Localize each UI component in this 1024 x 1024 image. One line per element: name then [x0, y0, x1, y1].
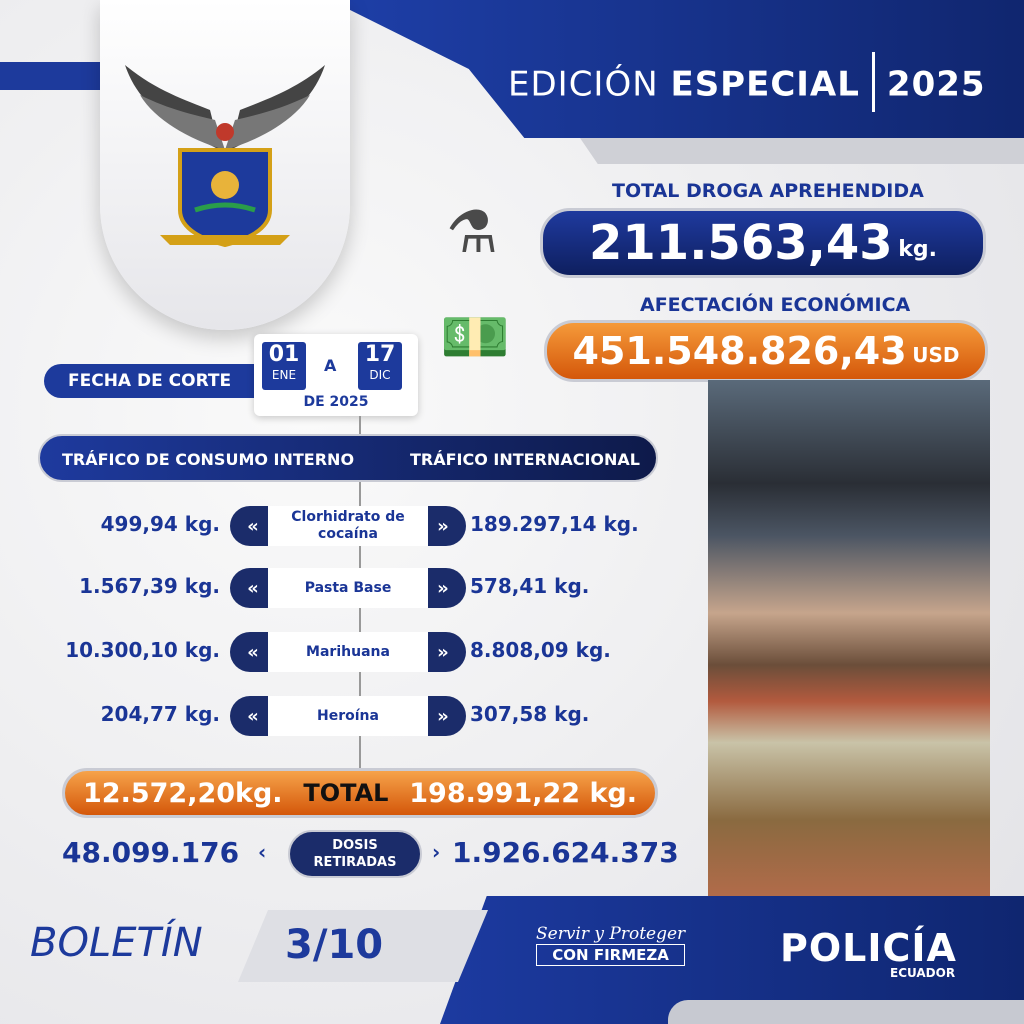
slogan: Servir y Proteger CON FIRMEZA [536, 924, 686, 966]
drug-row: « Clorhidrato de cocaína » [230, 506, 466, 546]
internal-value: 1.567,39 kg. [79, 574, 220, 598]
chevron-left-icon: « [247, 641, 259, 663]
boletin-box [238, 910, 488, 982]
total-drug-unit: kg. [898, 236, 937, 262]
chevron-right-icon: » [437, 641, 449, 663]
total-drug-label: TOTAL DROGA APREHENDIDA [612, 180, 924, 202]
international-value: 8.808,09 kg. [470, 638, 611, 662]
drug-row: « Pasta Base » [230, 568, 466, 608]
internal-value: 10.300,10 kg. [65, 638, 220, 662]
chevron-right-icon: » [437, 577, 449, 599]
drug-name: Clorhidrato de cocaína [268, 506, 428, 546]
economic-pill: 451.548.826,43 USD [544, 320, 988, 382]
edition-year: 2025 [886, 64, 986, 105]
brand-logo: POLICÍA [780, 926, 957, 970]
police-emblem-icon [125, 65, 325, 248]
drug-name: Marihuana [268, 632, 428, 672]
internal-value: 499,94 kg. [100, 512, 220, 536]
international-value: 578,41 kg. [470, 574, 590, 598]
chevron-right-icon: » [437, 705, 449, 727]
drug-row: « Heroína » [230, 696, 466, 736]
drug-name: Pasta Base [268, 568, 428, 608]
date-connector: A [324, 356, 337, 375]
from-date: 01 ENE [262, 342, 306, 390]
to-date: 17 DIC [358, 342, 402, 390]
seizure-photo [708, 380, 990, 898]
top-grey-bar [580, 138, 1024, 164]
internal-value: 204,77 kg. [100, 702, 220, 726]
money-bills-coins-icon: 💵 [440, 305, 510, 370]
international-value: 189.297,14 kg. [470, 512, 639, 536]
boletin-number: 3/10 [285, 922, 384, 968]
doses-international: 1.926.624.373 [452, 836, 679, 869]
col-internal: TRÁFICO DE CONSUMO INTERNO [62, 450, 355, 469]
economic-unit: USD [912, 343, 960, 367]
edition-title: EDICIÓN ESPECIAL 2025 [508, 52, 986, 116]
drug-name: Heroína [268, 696, 428, 736]
chevron-left-icon: « [247, 705, 259, 727]
slogan-bottom: CON FIRMEZA [536, 944, 686, 966]
top-left-band [0, 62, 110, 90]
slogan-top: Servir y Proteger [536, 924, 686, 944]
to-day: 17 [364, 342, 396, 367]
col-international: TRÁFICO INTERNACIONAL [410, 450, 640, 469]
economic-value: 451.548.826,43 [572, 329, 907, 373]
drug-bottle-leaf-warning-icon: ⚗ [446, 198, 498, 266]
total-internal: 12.572,20kg. [83, 777, 283, 809]
cutoff-label: FECHA DE CORTE [44, 364, 274, 398]
drug-row: « Marihuana » [230, 632, 466, 672]
total-drug-value: 211.563,43 [589, 215, 893, 271]
economic-label: AFECTACIÓN ECONÓMICA [640, 294, 911, 316]
boletin-label: BOLETÍN [30, 920, 203, 966]
emblem-frame [100, 0, 350, 330]
cutoff-year: DE 2025 [303, 394, 369, 410]
international-value: 307,58 kg. [470, 702, 590, 726]
chevron-right-icon: » [437, 515, 449, 537]
total-label: TOTAL [303, 779, 389, 807]
arrow-right-icon: › [432, 840, 441, 864]
chevron-left-icon: « [247, 577, 259, 599]
cutoff-date-box: 01 ENE A 17 DIC DE 2025 [254, 334, 418, 416]
total-international: 198.991,22 kg. [409, 777, 637, 809]
doses-internal: 48.099.176 [62, 836, 240, 869]
edition-prefix: EDICIÓN [508, 64, 659, 105]
brand-sub: ECUADOR [890, 966, 956, 980]
from-day: 01 [268, 342, 300, 367]
from-month: ENE [271, 368, 297, 382]
footer-grey-bar [668, 1000, 1024, 1024]
chevron-left-icon: « [247, 515, 259, 537]
edition-bold: ESPECIAL [670, 64, 860, 105]
doses-label: DOSIS RETIRADAS [288, 830, 422, 878]
table-header: TRÁFICO DE CONSUMO INTERNO TRÁFICO INTER… [38, 434, 658, 482]
total-drug-pill: 211.563,43 kg. [540, 208, 986, 278]
arrow-left-icon: ‹ [258, 840, 267, 864]
total-bar: 12.572,20kg. TOTAL 198.991,22 kg. [62, 768, 658, 818]
to-month: DIC [369, 368, 391, 382]
